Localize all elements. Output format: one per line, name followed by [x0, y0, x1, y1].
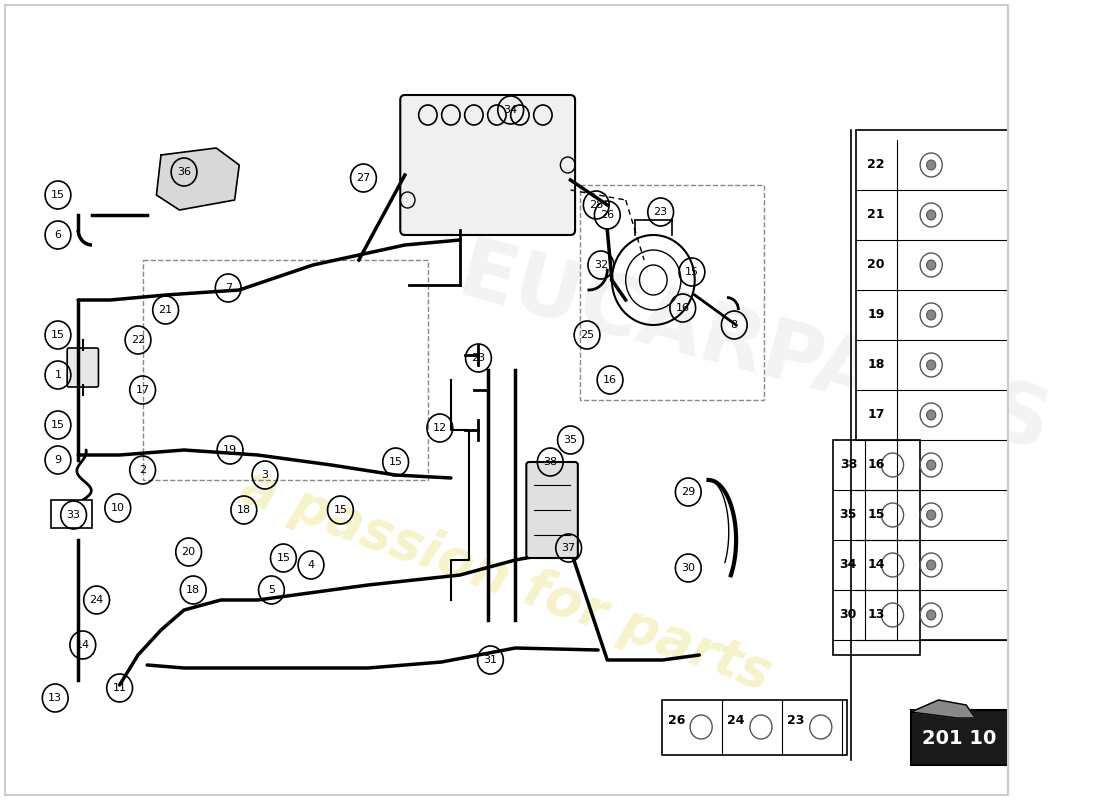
Circle shape — [926, 560, 936, 570]
Polygon shape — [156, 148, 239, 210]
Text: 25: 25 — [580, 330, 594, 340]
Text: 38: 38 — [839, 458, 857, 471]
Text: 3: 3 — [262, 470, 268, 480]
Text: 18: 18 — [186, 585, 200, 595]
FancyBboxPatch shape — [526, 462, 578, 558]
Circle shape — [926, 410, 936, 420]
Text: 24: 24 — [727, 714, 745, 726]
Text: 19: 19 — [867, 309, 884, 322]
Bar — [911, 710, 1008, 765]
Text: 31: 31 — [483, 655, 497, 665]
Text: 8: 8 — [730, 320, 738, 330]
Text: 15: 15 — [51, 420, 65, 430]
Text: 30: 30 — [839, 609, 857, 622]
Text: 16: 16 — [675, 303, 690, 313]
Text: 15: 15 — [333, 505, 348, 515]
Text: 27: 27 — [356, 173, 371, 183]
Text: 5: 5 — [268, 585, 275, 595]
Text: 35: 35 — [839, 509, 857, 522]
Bar — [662, 700, 847, 755]
FancyBboxPatch shape — [400, 95, 575, 235]
Text: EUCARPARTS: EUCARPARTS — [450, 232, 1059, 468]
Text: 15: 15 — [51, 190, 65, 200]
Text: 15: 15 — [867, 509, 884, 522]
Circle shape — [926, 460, 936, 470]
Text: 17: 17 — [867, 409, 884, 422]
Text: 15: 15 — [388, 457, 403, 467]
Text: 18: 18 — [236, 505, 251, 515]
Text: 21: 21 — [867, 209, 884, 222]
Text: 11: 11 — [112, 683, 126, 693]
Text: 28: 28 — [590, 200, 604, 210]
Text: 24: 24 — [89, 595, 103, 605]
Text: 15: 15 — [685, 267, 698, 277]
Text: 23: 23 — [788, 714, 804, 726]
Text: 32: 32 — [594, 260, 608, 270]
Text: 22: 22 — [867, 158, 884, 171]
Text: 22: 22 — [131, 335, 145, 345]
Text: 36: 36 — [177, 167, 191, 177]
Circle shape — [926, 260, 936, 270]
Text: 21: 21 — [158, 305, 173, 315]
Text: 201 10: 201 10 — [922, 729, 996, 747]
Text: 7: 7 — [224, 283, 232, 293]
Text: 14: 14 — [76, 640, 90, 650]
Text: 15: 15 — [276, 553, 290, 563]
Circle shape — [926, 160, 936, 170]
Text: 10: 10 — [111, 503, 124, 513]
Text: 19: 19 — [223, 445, 238, 455]
Text: 35: 35 — [563, 435, 578, 445]
Bar — [856, 130, 1008, 640]
Text: 38: 38 — [543, 457, 558, 467]
Polygon shape — [911, 700, 976, 718]
Text: 1: 1 — [55, 370, 62, 380]
Text: 13: 13 — [867, 609, 884, 622]
Text: 30: 30 — [681, 563, 695, 573]
Text: 9: 9 — [54, 455, 62, 465]
Text: 6: 6 — [55, 230, 62, 240]
Text: 34: 34 — [504, 105, 518, 115]
Bar — [833, 440, 920, 655]
Text: 23: 23 — [472, 353, 485, 363]
Text: 26: 26 — [601, 210, 615, 220]
Text: 26: 26 — [668, 714, 685, 726]
Text: 29: 29 — [681, 487, 695, 497]
Text: 33: 33 — [67, 510, 80, 520]
Text: 4: 4 — [307, 560, 315, 570]
Text: 37: 37 — [562, 543, 575, 553]
Circle shape — [926, 310, 936, 320]
Text: 20: 20 — [182, 547, 196, 557]
Text: 23: 23 — [653, 207, 668, 217]
Bar — [51, 500, 92, 528]
Text: 14: 14 — [867, 558, 884, 571]
Text: 20: 20 — [867, 258, 884, 271]
Text: 2: 2 — [139, 465, 146, 475]
Text: 17: 17 — [135, 385, 150, 395]
Text: 12: 12 — [432, 423, 447, 433]
Circle shape — [926, 610, 936, 620]
Text: a passion for parts: a passion for parts — [234, 460, 778, 700]
Text: 13: 13 — [48, 693, 63, 703]
Text: 16: 16 — [867, 458, 884, 471]
Text: 16: 16 — [603, 375, 617, 385]
Circle shape — [926, 510, 936, 520]
Text: 34: 34 — [839, 558, 857, 571]
FancyBboxPatch shape — [67, 348, 99, 387]
Circle shape — [926, 360, 936, 370]
Text: 15: 15 — [51, 330, 65, 340]
Circle shape — [926, 210, 936, 220]
Text: 18: 18 — [867, 358, 884, 371]
